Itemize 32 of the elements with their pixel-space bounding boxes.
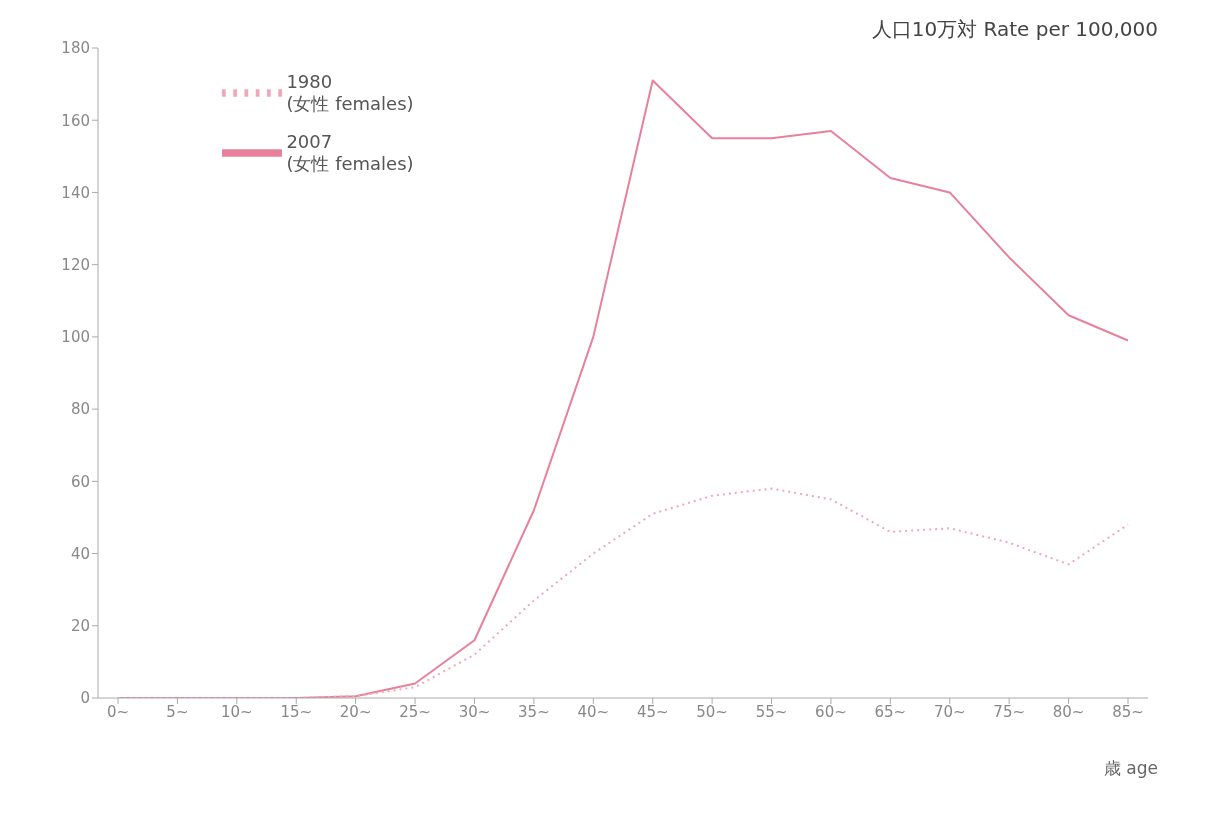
y-tick-label: 80 — [70, 400, 90, 419]
x-tick-label: 5~ — [166, 702, 189, 721]
x-tick-label: 20~ — [339, 702, 372, 721]
x-tick-label: 40~ — [577, 702, 610, 721]
legend-label: 2007 (女性 females) — [286, 131, 414, 175]
y-tick-label: 60 — [70, 472, 90, 491]
y-tick-label: 100 — [61, 328, 90, 347]
x-tick-label: 15~ — [280, 702, 313, 721]
x-tick-label: 85~ — [1112, 702, 1144, 721]
x-axis-title: 歳 age — [1103, 757, 1158, 780]
x-tick-label: 70~ — [933, 702, 966, 721]
x-tick-label: 80~ — [1052, 702, 1085, 721]
y-tick-label: 120 — [61, 255, 90, 274]
x-tick-label: 35~ — [518, 702, 550, 721]
x-tick-label: 55~ — [755, 702, 788, 721]
x-tick-label: 50~ — [696, 702, 728, 721]
y-tick-label: 140 — [61, 183, 90, 202]
y-tick-label: 40 — [70, 544, 90, 563]
x-tick-label: 75~ — [993, 702, 1025, 721]
y-tick-label: 20 — [70, 617, 90, 636]
y-tick-label: 0 — [80, 689, 90, 708]
x-tick-label: 45~ — [636, 702, 669, 721]
y-tick-label: 180 — [61, 39, 90, 58]
x-tick-label: 0~ — [106, 702, 130, 721]
x-tick-label: 25~ — [399, 702, 431, 721]
x-tick-label: 10~ — [221, 702, 253, 721]
x-tick-label: 65~ — [874, 702, 907, 721]
y-axis-title: 人口10万対 Rate per 100,000 — [871, 16, 1158, 43]
x-tick-label: 60~ — [815, 702, 847, 721]
y-tick-label: 160 — [61, 111, 90, 130]
legend-label: 1980 (女性 females) — [286, 71, 414, 115]
x-tick-label: 30~ — [458, 702, 491, 721]
